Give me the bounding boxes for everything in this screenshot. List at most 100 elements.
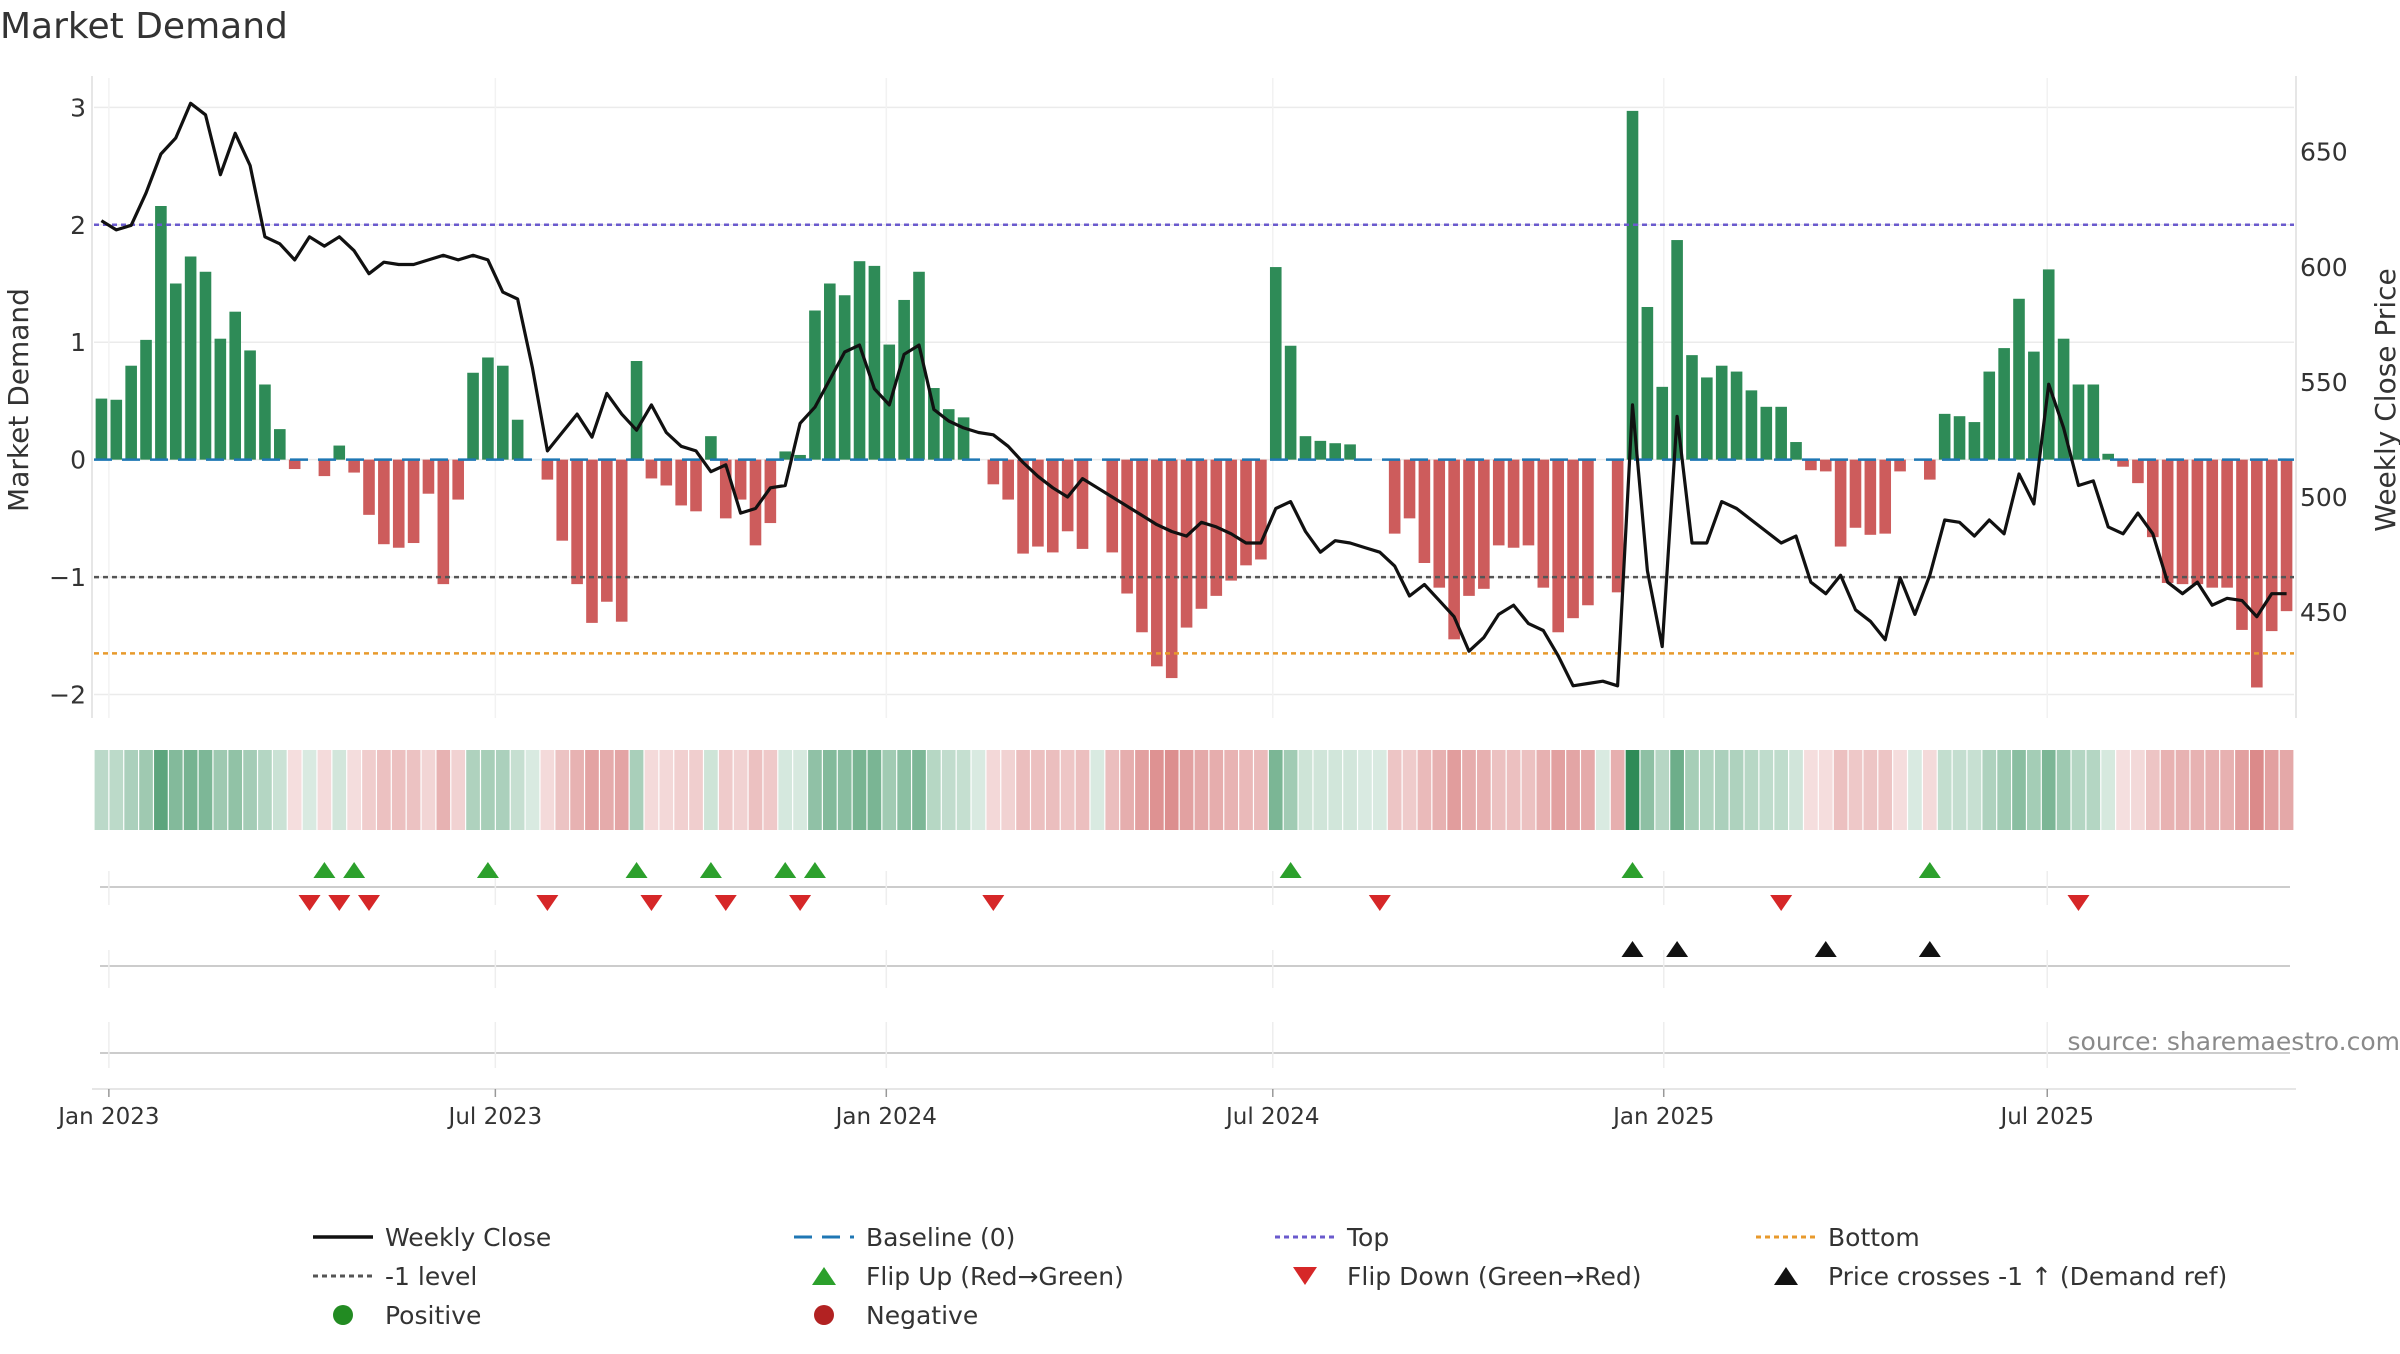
y2-tick-label: 600 [2300,253,2348,282]
heat-strip-cell [2280,750,2294,830]
heat-strip-cell [1834,750,1848,830]
demand-bar [1196,460,1208,609]
heat-strip-cell [1254,750,1268,830]
heat-strip-cell [1269,750,1283,830]
heat-strip-cell [1016,750,1030,830]
demand-bar [2281,460,2293,611]
demand-bar [646,460,658,479]
demand-bar [1121,460,1133,594]
demand-bar [170,284,182,460]
demand-bar [675,460,687,506]
heat-strip-cell [481,750,495,830]
demand-bar [1954,416,1966,459]
heat-strip-cell [1462,750,1476,830]
heat-strip-cell [2265,750,2279,830]
heat-strip-cell [1224,750,1238,830]
heat-strip-cell [1492,750,1506,830]
demand-bar [438,460,450,584]
heat-strip-cell [793,750,807,830]
heat-strip-cell [734,750,748,830]
demand-bar [1002,460,1014,500]
demand-bar [348,460,360,473]
demand-bar [512,420,524,460]
demand-bar [1552,460,1564,633]
demand-bar [393,460,405,548]
demand-bar [1805,460,1817,471]
price-cross-marker [1815,941,1837,957]
demand-bar [586,460,598,623]
demand-bar [333,446,345,460]
heat-strip-cell [630,750,644,830]
demand-bar [140,340,152,460]
heat-strip-cell [823,750,837,830]
legend-item: Positive [333,1301,481,1330]
heat-strip-cell [1091,750,1105,830]
demand-bar [898,300,910,460]
heat-strip-cell [2042,750,2056,830]
heat-strip-cell [318,750,332,830]
x-tick-label: Jul 2023 [447,1104,543,1130]
heat-strip-cell [600,750,614,830]
demand-bar [125,366,137,460]
heat-strip-cell [749,750,763,830]
heat-strip-cell [2131,750,2145,830]
demand-bar [1225,460,1237,581]
demand-bar [2206,460,2218,588]
demand-bar [1463,460,1475,596]
legend-label: Baseline (0) [866,1223,1015,1252]
heat-strip-cell [1819,750,1833,830]
heat-strip-cell [1551,750,1565,830]
heat-strip-cell [288,750,302,830]
y2-tick-label: 450 [2300,598,2348,627]
legend-label: Bottom [1828,1223,1920,1252]
chart-title: Market Demand [0,6,288,47]
flip-up-marker [343,862,365,878]
heat-strip-cell [942,750,956,830]
heat-strip-cell [1536,750,1550,830]
demand-bar [274,429,286,460]
heat-strip-cell [1373,750,1387,830]
heat-strip-cell [1864,750,1878,830]
heat-strip-cell [2012,750,2026,830]
flip-up-marker [1919,862,1941,878]
heat-strip-cell [1120,750,1134,830]
heat-strip-cell [273,750,287,830]
demand-bar [1790,442,1802,460]
heat-strip-cell [1774,750,1788,830]
heat-strip-cell [1418,750,1432,830]
heat-strip-cell [2116,750,2130,830]
heat-strip-cell [124,750,138,830]
demand-bar [1731,372,1743,460]
heat-strip-cell [927,750,941,830]
demand-bar [2088,384,2100,459]
heat-strip-cell [1061,750,1075,830]
heat-strip-cell [2057,750,2071,830]
y-tick-label: −2 [49,681,86,710]
heat-strip-cell [1849,750,1863,830]
heat-strip-cell [986,750,1000,830]
demand-bar [1716,366,1728,460]
heat-strip-cell [541,750,555,830]
flip-down-marker [358,895,380,911]
demand-bar [408,460,420,543]
heat-strip-cell [764,750,778,830]
demand-bar [1775,407,1787,460]
heat-strip-cell [615,750,629,830]
heat-strip-cell [228,750,242,830]
demand-bar [1850,460,1862,528]
flip-down-marker [640,895,662,911]
heat-strip-cell [347,750,361,830]
heat-strip-cell [1328,750,1342,830]
legend-label: Positive [385,1301,481,1330]
heat-strip-cell [555,750,569,830]
demand-bar [1047,460,1059,553]
demand-bar [616,460,628,622]
heat-strip-cell [912,750,926,830]
demand-bar [1181,460,1193,628]
heat-strip-cell [1670,750,1684,830]
demand-bar [690,460,702,512]
demand-bar [1240,460,1252,566]
demand-bar [1939,414,1951,460]
heat-strip-cell [704,750,718,830]
